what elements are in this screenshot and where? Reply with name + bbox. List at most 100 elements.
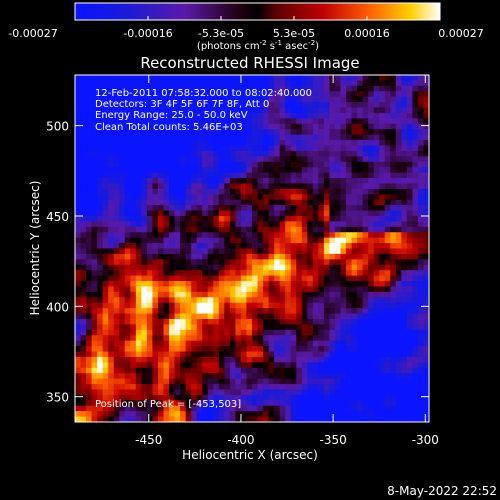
heatmap-cell [384,188,391,195]
heatmap-cell [263,400,269,407]
heatmap-cell [296,183,303,190]
heatmap-cell [274,259,281,266]
heatmap-cell [224,243,231,249]
heatmap-cell [357,275,364,282]
heatmap-cell [174,237,181,244]
heatmap-cell [102,373,109,380]
heatmap-cell [218,167,225,173]
heatmap-cell [296,275,303,282]
heatmap-cell [240,210,247,217]
heatmap-cell [135,221,142,228]
heatmap-cell [130,302,137,309]
heatmap-cell [406,118,413,125]
heatmap-cell [257,243,264,249]
heatmap-cell [163,134,170,141]
heatmap-cell [263,264,269,271]
heatmap-cell [362,340,369,347]
heatmap-cell [174,215,181,222]
heatmap-cell [329,107,336,114]
heatmap-cell [329,183,336,190]
heatmap-cell [346,308,352,314]
heatmap-cell [86,199,92,206]
heatmap-cell [285,389,292,396]
heatmap-cell [340,411,347,417]
heatmap-cell [119,362,126,369]
heatmap-cell [185,129,192,136]
heatmap-cell [362,215,369,222]
heatmap-cell [390,102,397,108]
heatmap-cell [423,85,429,92]
heatmap-cell [229,281,236,287]
heatmap-cell [351,313,358,320]
heatmap-cell [163,275,170,282]
heatmap-cell [246,112,253,119]
heatmap-cell [390,335,397,342]
heatmap-cell [307,118,314,125]
heatmap-cell [301,85,308,92]
heatmap-cell [113,346,120,352]
heatmap-cell [263,183,269,190]
heatmap-cell [340,329,347,336]
heatmap-cell [351,351,358,358]
heatmap-cell [86,129,92,136]
heatmap-cell [373,210,380,217]
heatmap-cell [406,416,413,422]
heatmap-cell [252,302,258,309]
heatmap-cell [163,215,170,222]
heatmap-cell [202,356,209,363]
heatmap-cell [141,237,148,244]
heatmap-cell [113,215,120,222]
heatmap-cell [185,281,192,287]
heatmap-cell [157,156,164,163]
heatmap-cell [86,340,92,347]
heatmap-cell [174,275,181,282]
heatmap-cell [395,389,402,396]
heatmap-cell [174,232,181,239]
heatmap-cell [368,188,375,195]
heatmap-cell [406,346,413,352]
heatmap-cell [240,183,247,190]
heatmap-cell [395,259,402,266]
heatmap-cell [174,362,181,369]
heatmap-cell [290,102,297,108]
heatmap-cell [218,394,225,401]
heatmap-cell [357,297,364,304]
heatmap-cell [207,270,214,277]
heatmap-cell [97,308,104,314]
heatmap-cell [423,362,429,369]
heatmap-cell [417,302,424,309]
heatmap-cell [390,253,397,260]
heatmap-cell [146,243,153,249]
heatmap-cell [157,302,164,309]
heatmap-cell [412,394,419,401]
heatmap-cell [163,167,170,173]
heatmap-cell [235,411,242,417]
heatmap-cell [373,400,380,407]
heatmap-cell [307,411,314,417]
heatmap-cell [191,308,198,314]
heatmap-cell [346,134,352,141]
heatmap-cell [169,161,175,168]
heatmap-cell [169,178,175,184]
heatmap-cell [362,389,369,396]
heatmap-cell [252,356,258,363]
heatmap-cell [318,123,325,130]
heatmap-cell [202,384,209,390]
heatmap-cell [368,183,375,190]
heatmap-cell [174,318,181,325]
heatmap-cell [263,226,269,233]
heatmap-cell [395,405,402,412]
heatmap-cell [119,248,126,255]
heatmap-cell [362,275,369,282]
heatmap-cell [196,205,203,211]
heatmap-cell [229,80,236,87]
heatmap-cell [152,340,159,347]
heatmap-cell [119,313,126,320]
heatmap-cell [357,313,364,320]
heatmap-cell [351,318,358,325]
heatmap-cell [224,335,231,342]
heatmap-cell [268,253,275,260]
heatmap-cell [240,400,247,407]
heatmap-cell [130,318,137,325]
heatmap-cell [412,384,419,390]
